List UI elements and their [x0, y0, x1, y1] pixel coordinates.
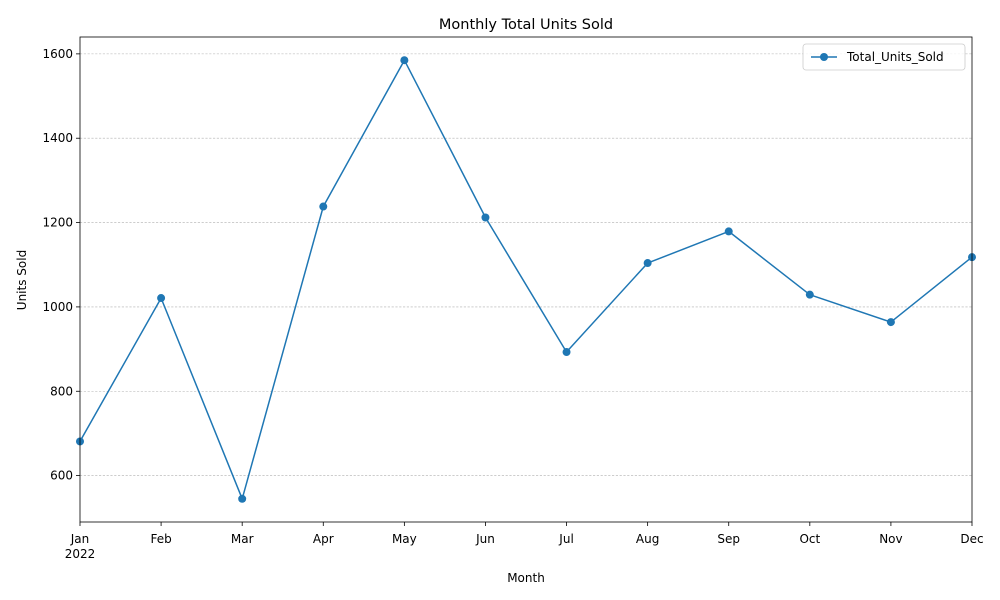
x-tick-label: Apr — [313, 532, 334, 546]
data-point-jun — [481, 213, 490, 222]
data-point-aug — [643, 259, 652, 268]
legend-label: Total_Units_Sold — [846, 50, 944, 64]
y-axis-title: Units Sold — [15, 250, 29, 310]
x-tick-label: Feb — [150, 532, 171, 546]
y-grid — [80, 53, 972, 476]
data-point-jul — [562, 348, 571, 357]
x-axis-title: Month — [507, 571, 545, 585]
legend-box — [802, 43, 966, 71]
chart-title: Monthly Total Units Sold — [439, 17, 613, 33]
y-tick-label: 800 — [50, 384, 73, 398]
data-point-may — [400, 56, 409, 65]
data-point-sep — [724, 227, 733, 236]
y-tick-label: 1000 — [42, 300, 73, 314]
x-tick-label: Dec — [960, 532, 983, 546]
x-tick-label: Sep — [717, 532, 740, 546]
y-axis-ticks: 600 800 1000 1200 1400 1600 — [42, 47, 80, 483]
legend-marker-swatch — [820, 53, 828, 61]
series-total-units-sold — [76, 56, 976, 503]
legend: Total_Units_Sold — [802, 43, 966, 71]
plot-area — [80, 37, 972, 522]
x-tick-year-label: 2022 — [65, 547, 96, 561]
x-tick-label: Aug — [636, 532, 659, 546]
x-axis-ticks: Jan Feb Mar Apr May Jun Jul Aug Sep Oct Nov Dec 2022 — [65, 522, 984, 561]
x-tick-label: Jun — [475, 532, 495, 546]
x-tick-label: Jan — [70, 532, 90, 546]
y-tick-label: 600 — [50, 469, 73, 483]
y-tick-label: 1600 — [42, 47, 73, 61]
y-tick-label: 1400 — [42, 131, 73, 145]
series-line — [79, 59, 973, 500]
plot-frame — [79, 36, 973, 523]
data-point-nov — [886, 318, 895, 327]
data-point-oct — [805, 290, 814, 299]
data-point-mar — [238, 494, 247, 503]
x-tick-label: Mar — [231, 532, 254, 546]
data-point-feb — [157, 294, 166, 303]
x-tick-label: Oct — [799, 532, 820, 546]
data-point-apr — [319, 202, 328, 211]
x-tick-label: Jul — [558, 532, 573, 546]
x-tick-label: May — [392, 532, 417, 546]
y-tick-label: 1200 — [42, 216, 73, 230]
x-tick-label: Nov — [879, 532, 902, 546]
